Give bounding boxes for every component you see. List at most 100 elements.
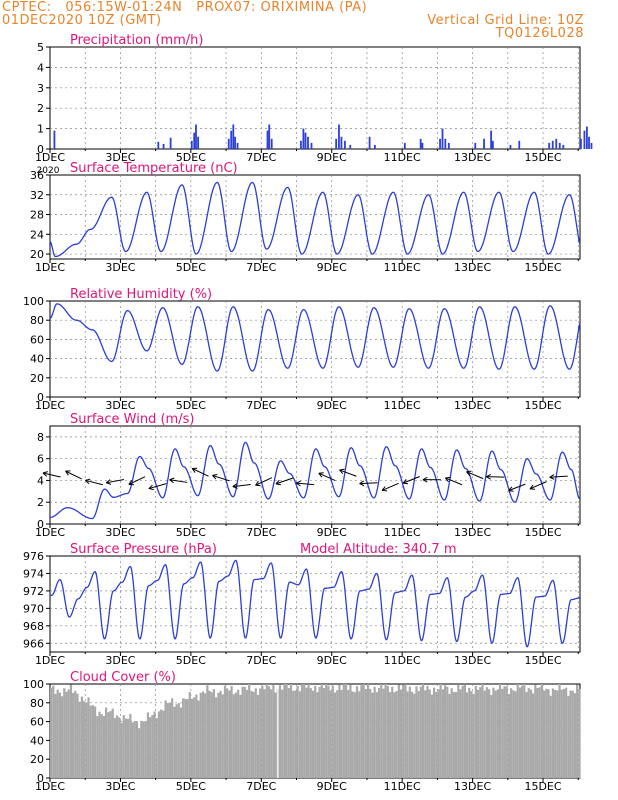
wind-vector-head (85, 478, 91, 481)
cloud-bar (58, 692, 62, 778)
cloud-bar (329, 690, 332, 778)
cloud-bar (391, 686, 394, 778)
cloud-bar (259, 688, 262, 778)
x-tick-label: 11DEC (384, 261, 421, 274)
x-tick-label: 11DEC (384, 526, 421, 539)
x-tick-label: 15DEC (524, 780, 561, 793)
precip-bar (193, 132, 196, 149)
x-tick-label: 7DEC (246, 526, 276, 539)
precip-bar (474, 142, 477, 149)
cloud-bar (179, 707, 183, 778)
cloud-bar (87, 697, 90, 778)
cloud-bar (171, 698, 174, 778)
precip-bar (53, 130, 56, 149)
y-tick-label: 24 (30, 228, 44, 241)
wind-series-line (49, 441, 581, 520)
cloud-bar (96, 715, 99, 778)
precip-bar (190, 140, 193, 149)
x-tick-label: 1DEC (35, 654, 65, 667)
precip-bar (419, 138, 422, 149)
panel-title: Surface Wind (m/s) (70, 412, 194, 427)
wind-vector (381, 482, 399, 491)
precip-bar (300, 140, 302, 149)
wind-vector-head (42, 471, 48, 474)
y-tick-label: 3 (37, 82, 44, 95)
cloud-bar (347, 689, 350, 778)
cloud-bar (294, 690, 297, 778)
cloud-bar (168, 702, 172, 778)
wind-vector-head (466, 470, 472, 473)
cloud-bar (173, 706, 176, 778)
cloud-bar (428, 689, 431, 778)
temp-series-line (49, 181, 581, 258)
x-tick-label: 11DEC (384, 399, 421, 412)
plot-frame (49, 46, 581, 150)
cloud-bar (300, 684, 304, 778)
cloud-bar (56, 689, 59, 778)
cloud-bar (144, 721, 147, 778)
cloud-bar (135, 721, 139, 778)
precip-bar (490, 130, 492, 149)
wind-vector (148, 483, 167, 490)
x-tick-label: 13DEC (454, 526, 491, 539)
cloud-bar (413, 693, 416, 778)
wind-vector-head (359, 483, 365, 487)
cloud-bar (223, 685, 227, 778)
cloud-bar (457, 684, 460, 778)
y-tick-label: 976 (23, 550, 44, 563)
wind-vector (402, 476, 420, 484)
panel-subtitle: Model Altitude: 340.7 m (300, 542, 457, 557)
cloud-bar (468, 687, 471, 778)
cloud-bar (107, 712, 110, 778)
cloud-bar (146, 712, 150, 778)
wind-vector-head (169, 479, 174, 484)
cloud-bar (426, 685, 429, 778)
precip-bar (162, 143, 165, 149)
cloud-bar (331, 685, 334, 778)
cloud-bar (342, 684, 345, 778)
cloud-bar (182, 698, 185, 778)
cloud-bar (501, 688, 504, 778)
cloud-bar (160, 709, 163, 778)
panel-title: Precipitation (mm/h) (70, 33, 203, 48)
panel-title: Relative Humidity (%) (70, 287, 212, 302)
cloud-bar (157, 711, 161, 778)
x-tick-label: 3DEC (105, 654, 135, 667)
wind-vector (128, 476, 146, 485)
y-tick-label: 6 (37, 453, 44, 466)
wind-vector-head (232, 486, 238, 489)
x-tick-label: 15DEC (524, 654, 561, 667)
cloud-bar (505, 686, 508, 778)
wind-vector (65, 470, 82, 480)
y-tick-label: 4 (37, 61, 44, 74)
y-tick-label: 968 (23, 620, 44, 633)
plot-frame (49, 555, 581, 653)
cloud-bar (507, 694, 511, 778)
x-tick-label: 7DEC (246, 399, 276, 412)
x-tick-label: 7DEC (246, 654, 276, 667)
cloud-bar (540, 684, 544, 778)
cloud-bar (186, 699, 189, 778)
cloud-bar (230, 685, 233, 778)
cloud-bar (547, 689, 550, 778)
x-tick-label: 11DEC (384, 151, 421, 164)
x-tick-label: 1DEC (35, 261, 65, 274)
cloud-bar (419, 686, 422, 778)
cloud-bar (565, 687, 568, 778)
precip-bar (197, 136, 200, 149)
cloud-bar (278, 685, 282, 778)
cloud-bar (406, 691, 409, 778)
x-year-label: 2020 (37, 166, 60, 176)
x-tick-label: 13DEC (454, 780, 491, 793)
wind-vector (106, 478, 125, 484)
y-tick-label: 2 (37, 102, 44, 115)
x-tick-label: 3DEC (105, 399, 135, 412)
cloud-bar (487, 689, 491, 778)
cloud-bar (199, 692, 202, 778)
wind-vector-head (486, 476, 491, 480)
cloud-bar (532, 693, 535, 778)
cloud-bar (120, 722, 123, 778)
cloud-bar (351, 691, 354, 778)
wind-vector (212, 474, 230, 482)
cloud-bar (318, 686, 321, 778)
